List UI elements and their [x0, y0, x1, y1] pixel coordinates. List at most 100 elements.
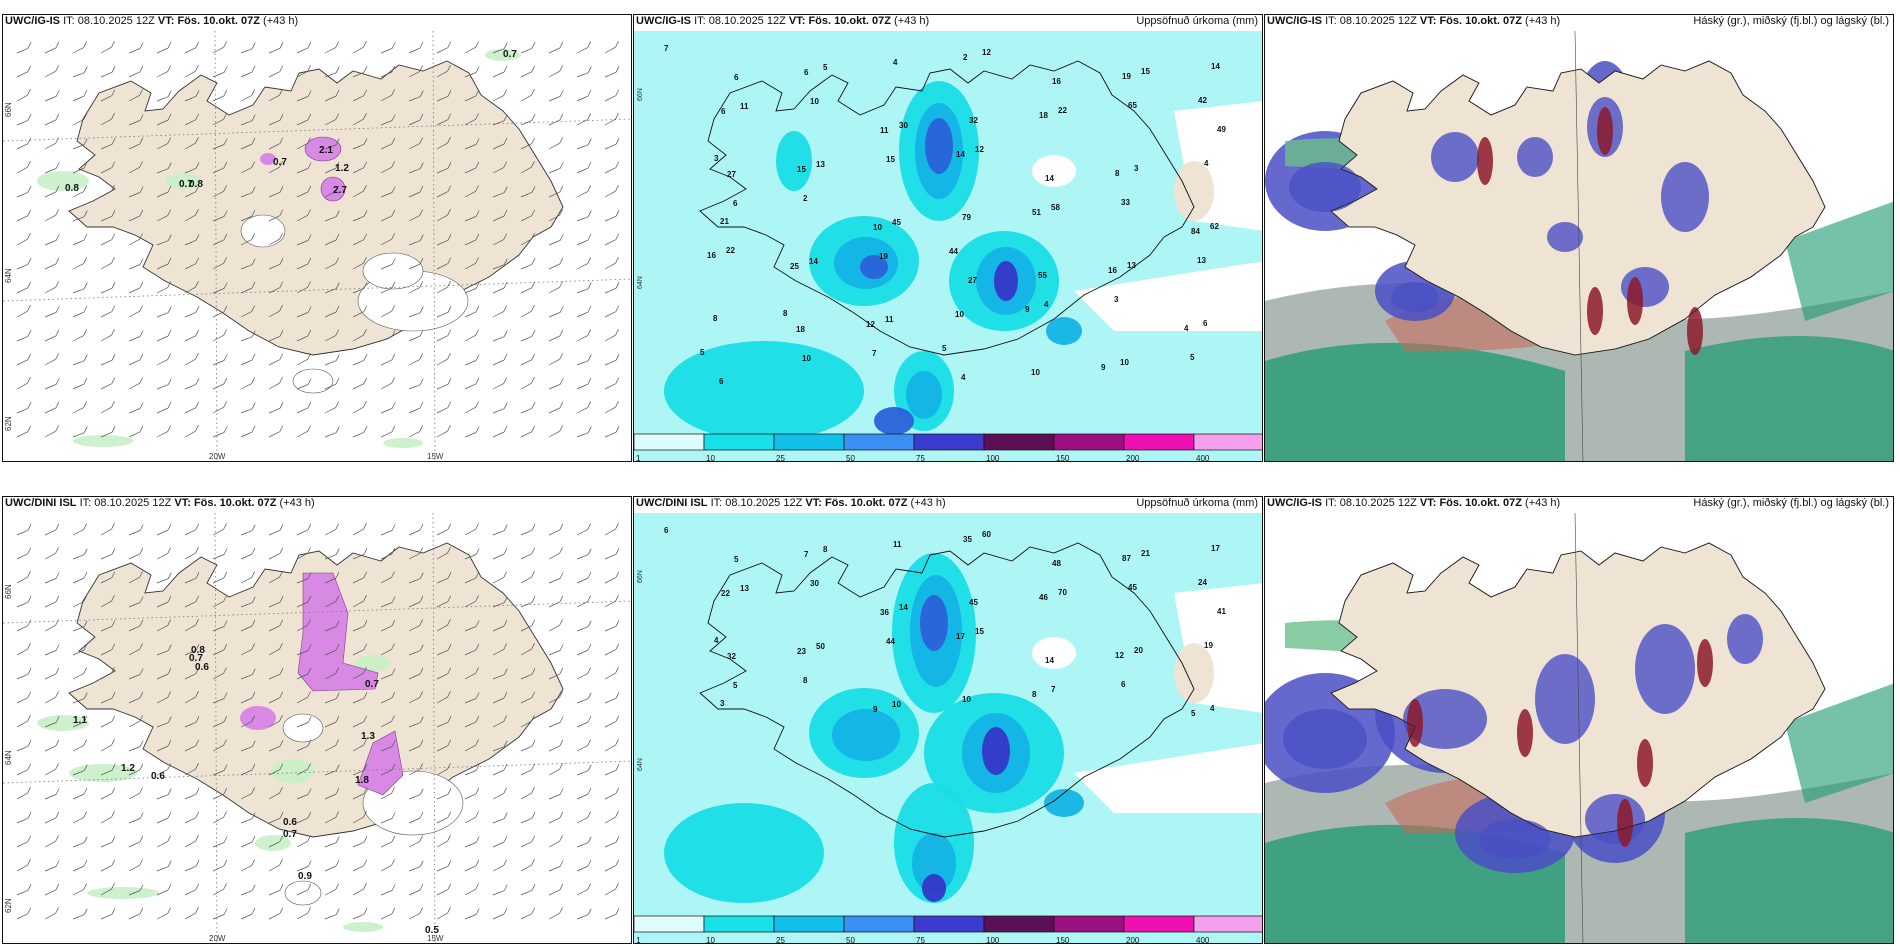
precip-value: 12	[975, 145, 984, 154]
precip-value: 10	[802, 354, 811, 363]
precip-value: 19	[879, 252, 888, 261]
precip-value: 8	[823, 545, 828, 554]
precip-value: 8	[713, 314, 718, 323]
panel-cloud-dini: UWC/IG-IS IT: 08.10.2025 12Z VT: Fös. 10…	[1264, 496, 1894, 944]
precip-value: 50	[816, 642, 825, 651]
precip-value: 11	[885, 315, 894, 324]
legend-swatch	[843, 915, 915, 933]
precip-value: 21	[1141, 549, 1150, 558]
precip-legend: 1 10 25 50 75 100 150 200 400	[634, 915, 1262, 944]
precip-value: 21	[720, 217, 729, 226]
map-precip-dini: 6578113560488721172213303614454670452441…	[634, 513, 1262, 944]
precip-value: 30	[810, 579, 819, 588]
lat-label: 64N	[637, 758, 644, 771]
precip-value: 62	[1210, 222, 1219, 231]
precip-value: 4	[1044, 300, 1049, 309]
wind-value-label: 0.6	[283, 817, 297, 828]
precip-value: 7	[872, 349, 877, 358]
legend-tick: 25	[776, 454, 785, 462]
precip-value: 45	[969, 598, 978, 607]
wind-value-label: 0.5	[425, 925, 439, 936]
wind-value-label: 0.8	[191, 645, 205, 656]
lat-label: 64N	[637, 276, 644, 289]
legend-swatch	[1053, 433, 1125, 451]
wind-value-label: 0.9	[298, 871, 312, 882]
precip-value: 30	[899, 121, 908, 130]
precip-value: 32	[969, 116, 978, 125]
precip-value: 4	[1184, 324, 1189, 333]
legend-tick: 100	[986, 936, 1000, 944]
precip-value: 6	[1203, 319, 1208, 328]
wind-value-label: 0.7	[365, 679, 379, 690]
legend-tick: 400	[1196, 454, 1210, 462]
precip-value: 7	[664, 44, 669, 53]
precip-value: 22	[721, 589, 730, 598]
precip-value: 7	[1051, 685, 1056, 694]
precip-value: 13	[1127, 261, 1136, 270]
precip-legend: 1 10 25 50 75 100 150 200 400	[634, 433, 1262, 462]
precip-value: 15	[1141, 67, 1150, 76]
legend-tick: 1	[636, 454, 641, 462]
precip-value: 5	[700, 348, 705, 357]
wind-value-label: 0.8	[65, 183, 79, 194]
precip-value: 25	[790, 262, 799, 271]
precip-value: 13	[740, 584, 749, 593]
wind-value-label: 0.7	[189, 653, 203, 664]
precip-value: 18	[796, 325, 805, 334]
legend-tick: 200	[1126, 936, 1140, 944]
precip-value: 14	[1045, 174, 1054, 183]
panel-header: UWC/IG-IS IT: 08.10.2025 12Z VT: Fös. 10…	[5, 15, 299, 27]
map-precip-igis: 7665421216191514611101130321822654249271…	[634, 31, 1262, 462]
precip-value: 22	[1058, 106, 1067, 115]
precip-value: 46	[1039, 593, 1048, 602]
wind-value-label: 1.3	[361, 731, 375, 742]
legend-swatch	[1123, 433, 1195, 451]
wind-value-label: 1.1	[73, 715, 87, 726]
precip-value: 11	[893, 540, 902, 549]
precip-value: 3	[720, 699, 725, 708]
precip-value: 6	[733, 199, 738, 208]
panel-header: UWC/DINI ISL IT: 08.10.2025 12Z VT: Fös.…	[5, 497, 315, 509]
wind-value-label: 2.7	[333, 185, 347, 196]
lon-label: 15W	[427, 934, 444, 943]
wind-value-label: 0.7	[503, 49, 517, 60]
panel-wind-igis: UWC/IG-IS IT: 08.10.2025 12Z VT: Fös. 10…	[2, 14, 632, 462]
precip-value: 44	[949, 247, 958, 256]
lat-label: 62N	[4, 416, 13, 431]
precip-value: 5	[823, 63, 828, 72]
precip-value: 14	[809, 257, 818, 266]
panel-header: UWC/IG-IS IT: 08.10.2025 12Z VT: Fös. 10…	[636, 15, 930, 27]
precip-value: 33	[1121, 198, 1130, 207]
legend-tick: 150	[1056, 454, 1070, 462]
panel-precip-dini: UWC/DINI ISL IT: 08.10.2025 12Z VT: Fös.…	[633, 496, 1263, 944]
legend-swatch	[1193, 433, 1262, 451]
panel-header: UWC/IG-IS IT: 08.10.2025 12Z VT: Fös. 10…	[1267, 15, 1561, 27]
precip-value: 35	[963, 535, 972, 544]
precip-value: 2	[963, 53, 968, 62]
lon-label: 20W	[209, 452, 226, 461]
precip-value: 9	[1025, 305, 1030, 314]
precip-value: 12	[1115, 651, 1124, 660]
precip-value: 11	[880, 126, 889, 135]
panel-title: Uppsöfnuð úrkoma (mm)	[1136, 15, 1258, 27]
precip-value: 49	[1217, 125, 1226, 134]
wind-value-label: 0.8	[189, 179, 203, 190]
legend-tick: 10	[706, 936, 715, 944]
lat-label: 64N	[4, 268, 13, 283]
precip-value: 45	[892, 218, 901, 227]
precip-value: 19	[1204, 641, 1213, 650]
wind-value-label: 2.1	[319, 145, 333, 156]
precip-value: 24	[1198, 578, 1207, 587]
map-cloud-dini	[1265, 513, 1893, 943]
precip-value: 4	[1210, 704, 1215, 713]
wind-value-label: 0.7	[283, 829, 297, 840]
precip-value: 5	[1190, 353, 1195, 362]
precip-value: 27	[727, 170, 736, 179]
legend-swatch	[634, 915, 705, 933]
precip-value: 10	[810, 97, 819, 106]
precip-value: 14	[1045, 656, 1054, 665]
legend-tick: 75	[916, 454, 925, 462]
precip-value: 5	[733, 681, 738, 690]
precip-value: 2	[803, 194, 808, 203]
legend-swatch	[773, 433, 845, 451]
